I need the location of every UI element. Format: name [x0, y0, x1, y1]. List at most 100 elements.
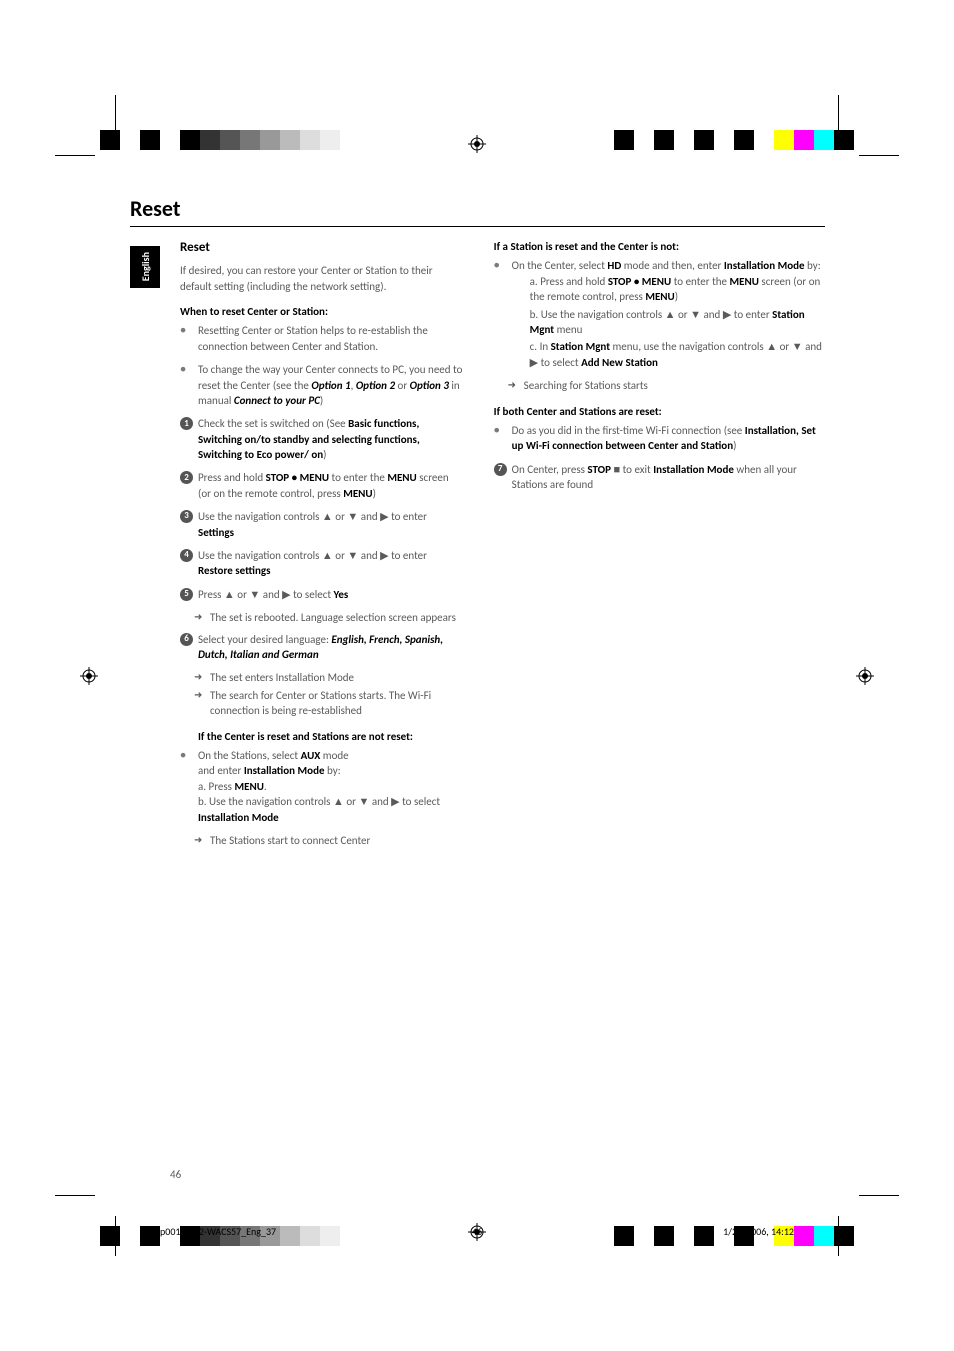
left-column: Reset If desired, you can restore your C…: [130, 239, 464, 850]
sub-heading: If both Center and Stations are reset:: [494, 404, 825, 419]
color-swatch: [100, 130, 120, 150]
color-swatch: [774, 130, 794, 150]
color-swatch: [814, 130, 834, 150]
registration-target-icon: [856, 667, 874, 685]
body-text: On Center, press: [512, 463, 588, 476]
body-text: a. Press and hold STOP • MENU to enter t…: [512, 274, 825, 305]
body-text: mode and then, enter: [621, 259, 724, 272]
color-swatch: [140, 1226, 160, 1246]
body-text: to enter the: [329, 471, 387, 484]
result-item: The Stations start to connect Center: [180, 833, 464, 848]
step-item: 1 Check the set is switched on (See Basi…: [180, 416, 464, 462]
color-swatch: [120, 1226, 140, 1246]
body-text: Option 1: [311, 379, 350, 392]
color-swatch: [794, 130, 814, 150]
print-footer: p001-P052-WACS57_Eng_37 46 1/25/2006, 14…: [160, 1225, 794, 1238]
color-swatch: [734, 130, 754, 150]
body-text: c. In Station Mgnt menu, use the navigat…: [512, 339, 825, 370]
body-text: Installation Mode: [653, 463, 734, 476]
body-text: Check the set is switched on (See: [198, 417, 348, 430]
footer-filename: p001-P052-WACS57_Eng_37: [160, 1225, 276, 1238]
manual-page: English Reset Reset If desired, you can …: [0, 0, 954, 1351]
step-item: 3 Use the navigation controls ▲ or ▼ and…: [180, 509, 464, 540]
result-item: Searching for Stations starts: [494, 378, 825, 393]
step-badge: 6: [180, 633, 193, 646]
body-text: Restore settings: [198, 564, 270, 577]
right-column: If a Station is reset and the Center is …: [494, 239, 825, 850]
body-text: Do as you did in the first-time Wi-Fi co…: [512, 424, 745, 437]
color-swatch: [260, 130, 280, 150]
color-swatch: [834, 1226, 854, 1246]
footer-timestamp: 1/25/2006, 14:12: [723, 1225, 794, 1238]
title-rule: [130, 226, 825, 227]
list-item: Do as you did in the first-time Wi-Fi co…: [494, 423, 825, 454]
list-item: Resetting Center or Station helps to re-…: [180, 323, 464, 354]
step-badge: 7: [494, 463, 507, 476]
body-text: Yes: [334, 588, 349, 601]
step-item: 4 Use the navigation controls ▲ or ▼ and…: [180, 548, 464, 579]
body-text: and enter: [198, 764, 244, 777]
color-swatch: [200, 130, 220, 150]
body-text: If desired, you can restore your Center …: [180, 263, 464, 294]
body-text: Installation Mode: [198, 811, 279, 824]
body-text: On the Stations, select: [198, 749, 301, 762]
body-text: b. Use the navigation controls ▲ or ▼ an…: [198, 795, 440, 808]
page-number: 46: [170, 1168, 181, 1181]
color-swatch: [280, 130, 300, 150]
body-text: STOP: [587, 463, 611, 476]
color-swatch: [320, 130, 340, 150]
content-area: Reset Reset If desired, you can restore …: [130, 195, 825, 850]
color-swatch: [180, 130, 200, 150]
registration-target-icon: [80, 667, 98, 685]
body-text: AUX: [301, 749, 321, 762]
body-text: a. Press: [198, 780, 234, 793]
body-text: MENU: [343, 487, 372, 500]
body-text: by:: [805, 259, 821, 272]
page-title: Reset: [130, 195, 825, 222]
body-text: Use the navigation controls ▲ or ▼ and ▶…: [198, 549, 427, 562]
registration-target-icon: [468, 135, 486, 153]
step-item: 5 Press ▲ or ▼ and ▶ to select Yes: [180, 587, 464, 602]
body-text: Use the navigation controls ▲ or ▼ and ▶…: [198, 510, 427, 523]
sub-heading: If a Station is reset and the Center is …: [494, 239, 825, 254]
step-badge: 5: [180, 588, 193, 601]
footer-page: 46: [472, 1225, 482, 1238]
body-text: to exit: [623, 463, 654, 476]
color-swatch: [300, 130, 320, 150]
step-badge: 4: [180, 549, 193, 562]
color-swatch: [714, 130, 734, 150]
section-heading: Reset: [180, 239, 464, 257]
color-swatch: [674, 130, 694, 150]
color-swatch: [754, 130, 774, 150]
sub-heading: When to reset Center or Station:: [180, 304, 464, 319]
body-text: by:: [325, 764, 341, 777]
body-text: Installation Mode: [724, 259, 805, 272]
result-item: The set enters Installation Mode: [180, 670, 464, 685]
body-text: Option 3: [410, 379, 449, 392]
color-bar: [100, 130, 340, 150]
body-text: Select your desired language:: [198, 633, 331, 646]
step-item: 7 On Center, press STOP ■ to exit Instal…: [494, 462, 825, 493]
columns: Reset If desired, you can restore your C…: [130, 239, 825, 850]
body-text: Connect to your PC: [234, 394, 320, 407]
body-text: Option 2: [356, 379, 395, 392]
list-item: To change the way your Center connects t…: [180, 362, 464, 408]
color-swatch: [220, 130, 240, 150]
color-swatch: [654, 130, 674, 150]
body-text: Settings: [198, 526, 234, 539]
body-text: Press ▲ or ▼ and ▶ to select: [198, 588, 334, 601]
color-swatch: [794, 1226, 814, 1246]
result-item: The set is rebooted. Language selection …: [180, 610, 464, 625]
step-badge: 2: [180, 471, 193, 484]
color-swatch: [834, 130, 854, 150]
body-text: MENU: [234, 780, 263, 793]
list-item: On the Center, select HD mode and then, …: [494, 258, 825, 370]
result-item: The search for Center or Stations starts…: [180, 688, 464, 719]
body-text: STOP • MENU: [266, 471, 329, 484]
color-swatch: [814, 1226, 834, 1246]
color-swatch: [694, 130, 714, 150]
step-badge: 1: [180, 417, 193, 430]
body-text: HD: [607, 259, 621, 272]
color-swatch: [160, 130, 180, 150]
body-text: On the Center, select: [512, 259, 608, 272]
